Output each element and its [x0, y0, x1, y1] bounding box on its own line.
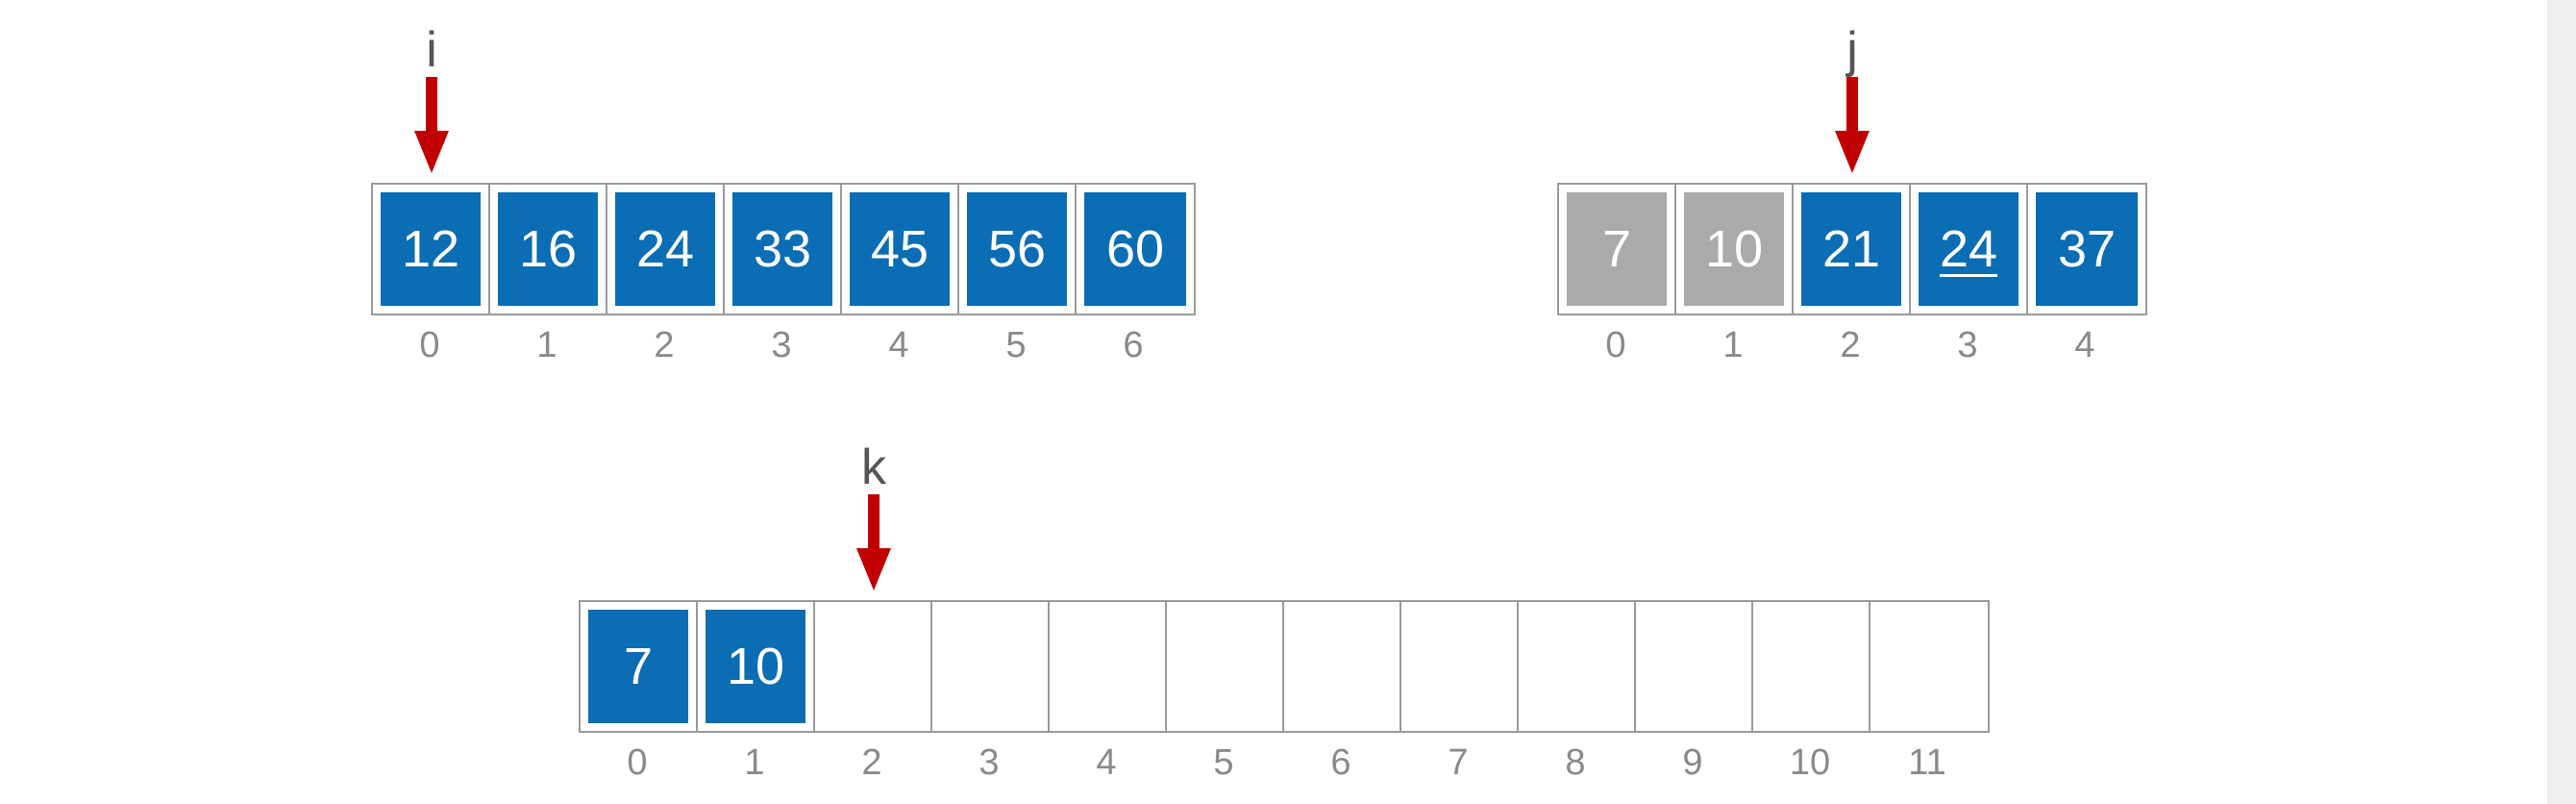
array-a-cell: 16 [490, 185, 607, 314]
array-c-index-label: 3 [978, 742, 1000, 783]
array-b-index-label: 4 [2074, 325, 2095, 365]
array-b-cell: 10 [1676, 185, 1794, 314]
array-b-cell-value: 21 [1801, 192, 1901, 306]
array-c-cell [1753, 602, 1870, 731]
array-b-cell-value: 24 [1919, 192, 2019, 306]
array-a-cell: 33 [725, 185, 842, 314]
array-a-cell: 12 [373, 185, 490, 314]
array-c-cell [1284, 602, 1401, 731]
array-c-cell-value [1878, 610, 1980, 723]
array-b-index-label: 0 [1605, 325, 1626, 365]
array-b-cell: 7 [1559, 185, 1676, 314]
array-a-cell-value: 56 [967, 192, 1067, 306]
pointer-k-arrow-shaft [868, 494, 879, 548]
array-c-cell [1167, 602, 1284, 731]
array-c-cell [815, 602, 932, 731]
array-a-index-label: 0 [419, 325, 440, 365]
array-a-index-label: 6 [1123, 325, 1144, 365]
array-c-cell-value: 7 [588, 610, 688, 723]
pointer-i-arrow-shaft [426, 77, 437, 131]
array-c-cell-value [1175, 610, 1275, 723]
array-a-cell-value: 16 [498, 192, 598, 306]
array-c-cell-value [1409, 610, 1509, 723]
array-b-index-label: 1 [1722, 325, 1744, 365]
array-c-cell-value [940, 610, 1040, 723]
array-a-cell: 45 [842, 185, 959, 314]
array-a-index-label: 1 [536, 325, 557, 365]
array-c-cell [1050, 602, 1167, 731]
array-c-index-label: 1 [744, 742, 765, 783]
array-c-index-label: 4 [1096, 742, 1117, 783]
array-a-cell-value: 60 [1084, 192, 1186, 306]
array-b: 7 10 21 24 37 0 1 2 3 4 [1557, 183, 2147, 366]
array-b-cell-value: 10 [1684, 192, 1784, 306]
pointer-k-label: k [861, 440, 886, 495]
array-c-cell-value [1292, 610, 1392, 723]
array-c-index-label: 10 [1789, 742, 1831, 783]
array-c-cell: 7 [581, 602, 698, 731]
array-a-cell-value: 45 [850, 192, 950, 306]
array-a-index-label: 5 [1005, 325, 1027, 365]
array-c-cell-value [1761, 610, 1861, 723]
pointer-j-arrow-down-icon [1835, 131, 1870, 173]
array-c-cell-value [1644, 610, 1744, 723]
array-c-indices: 0 1 2 3 4 5 6 7 8 9 10 11 [579, 733, 1990, 784]
array-c-cell-value [1057, 610, 1157, 723]
array-c-index-label: 0 [627, 742, 648, 783]
pointer-k-arrow-down-icon [856, 548, 891, 590]
array-c-index-label: 11 [1908, 742, 1946, 783]
array-a-cell: 60 [1077, 185, 1194, 314]
array-a-index-label: 3 [771, 325, 792, 365]
array-c-index-label: 9 [1682, 742, 1703, 783]
array-a-cell: 24 [607, 185, 725, 314]
array-b-cell: 37 [2028, 185, 2145, 314]
array-b-cell: 24 [1911, 185, 2028, 314]
array-b-cells: 7 10 21 24 37 [1557, 183, 2147, 315]
array-c-index-label: 6 [1330, 742, 1351, 783]
array-b-cell-value: 7 [1567, 192, 1667, 306]
array-c-cell-value [1526, 610, 1626, 723]
array-c-cell-value: 10 [706, 610, 805, 723]
array-c: 7 10 0 1 2 3 4 5 6 7 8 9 10 11 [579, 600, 1990, 784]
pointer-i-label: i [426, 22, 437, 78]
array-b-index-label: 3 [1957, 325, 1978, 365]
array-a-index-label: 4 [888, 325, 909, 365]
array-c-index-label: 5 [1213, 742, 1234, 783]
array-b-cell: 21 [1794, 185, 1911, 314]
array-c-cell [1636, 602, 1753, 731]
right-edge-strip [2547, 0, 2576, 804]
array-c-cell [932, 602, 1050, 731]
array-b-cell-value: 37 [2036, 192, 2138, 306]
array-c-cells: 7 10 [579, 600, 1990, 733]
pointer-i: i [403, 23, 460, 173]
array-c-cell [1870, 602, 1988, 731]
array-c-cell: 10 [698, 602, 815, 731]
array-c-cell [1519, 602, 1636, 731]
array-c-cell [1401, 602, 1519, 731]
array-c-cell-value [823, 610, 923, 723]
pointer-i-arrow-down-icon [414, 131, 449, 173]
array-a-cell-value: 33 [732, 192, 832, 306]
pointer-j-arrow-shaft [1846, 77, 1858, 131]
array-b-indices: 0 1 2 3 4 [1557, 315, 2147, 366]
array-a-cell: 56 [959, 185, 1077, 314]
array-c-index-label: 7 [1448, 742, 1469, 783]
array-a-cell-value: 24 [615, 192, 715, 306]
array-a-indices: 0 1 2 3 4 5 6 [371, 315, 1196, 366]
array-c-index-label: 2 [861, 742, 882, 783]
array-b-index-label: 2 [1840, 325, 1861, 365]
array-a-cells: 12 16 24 33 45 56 60 [371, 183, 1196, 315]
array-a-cell-value: 12 [381, 192, 481, 306]
array-c-index-label: 8 [1565, 742, 1586, 783]
array-a-index-label: 2 [654, 325, 675, 365]
pointer-k: k [845, 440, 903, 590]
pointer-j: j [1823, 23, 1881, 173]
pointer-j-label: j [1846, 22, 1858, 78]
